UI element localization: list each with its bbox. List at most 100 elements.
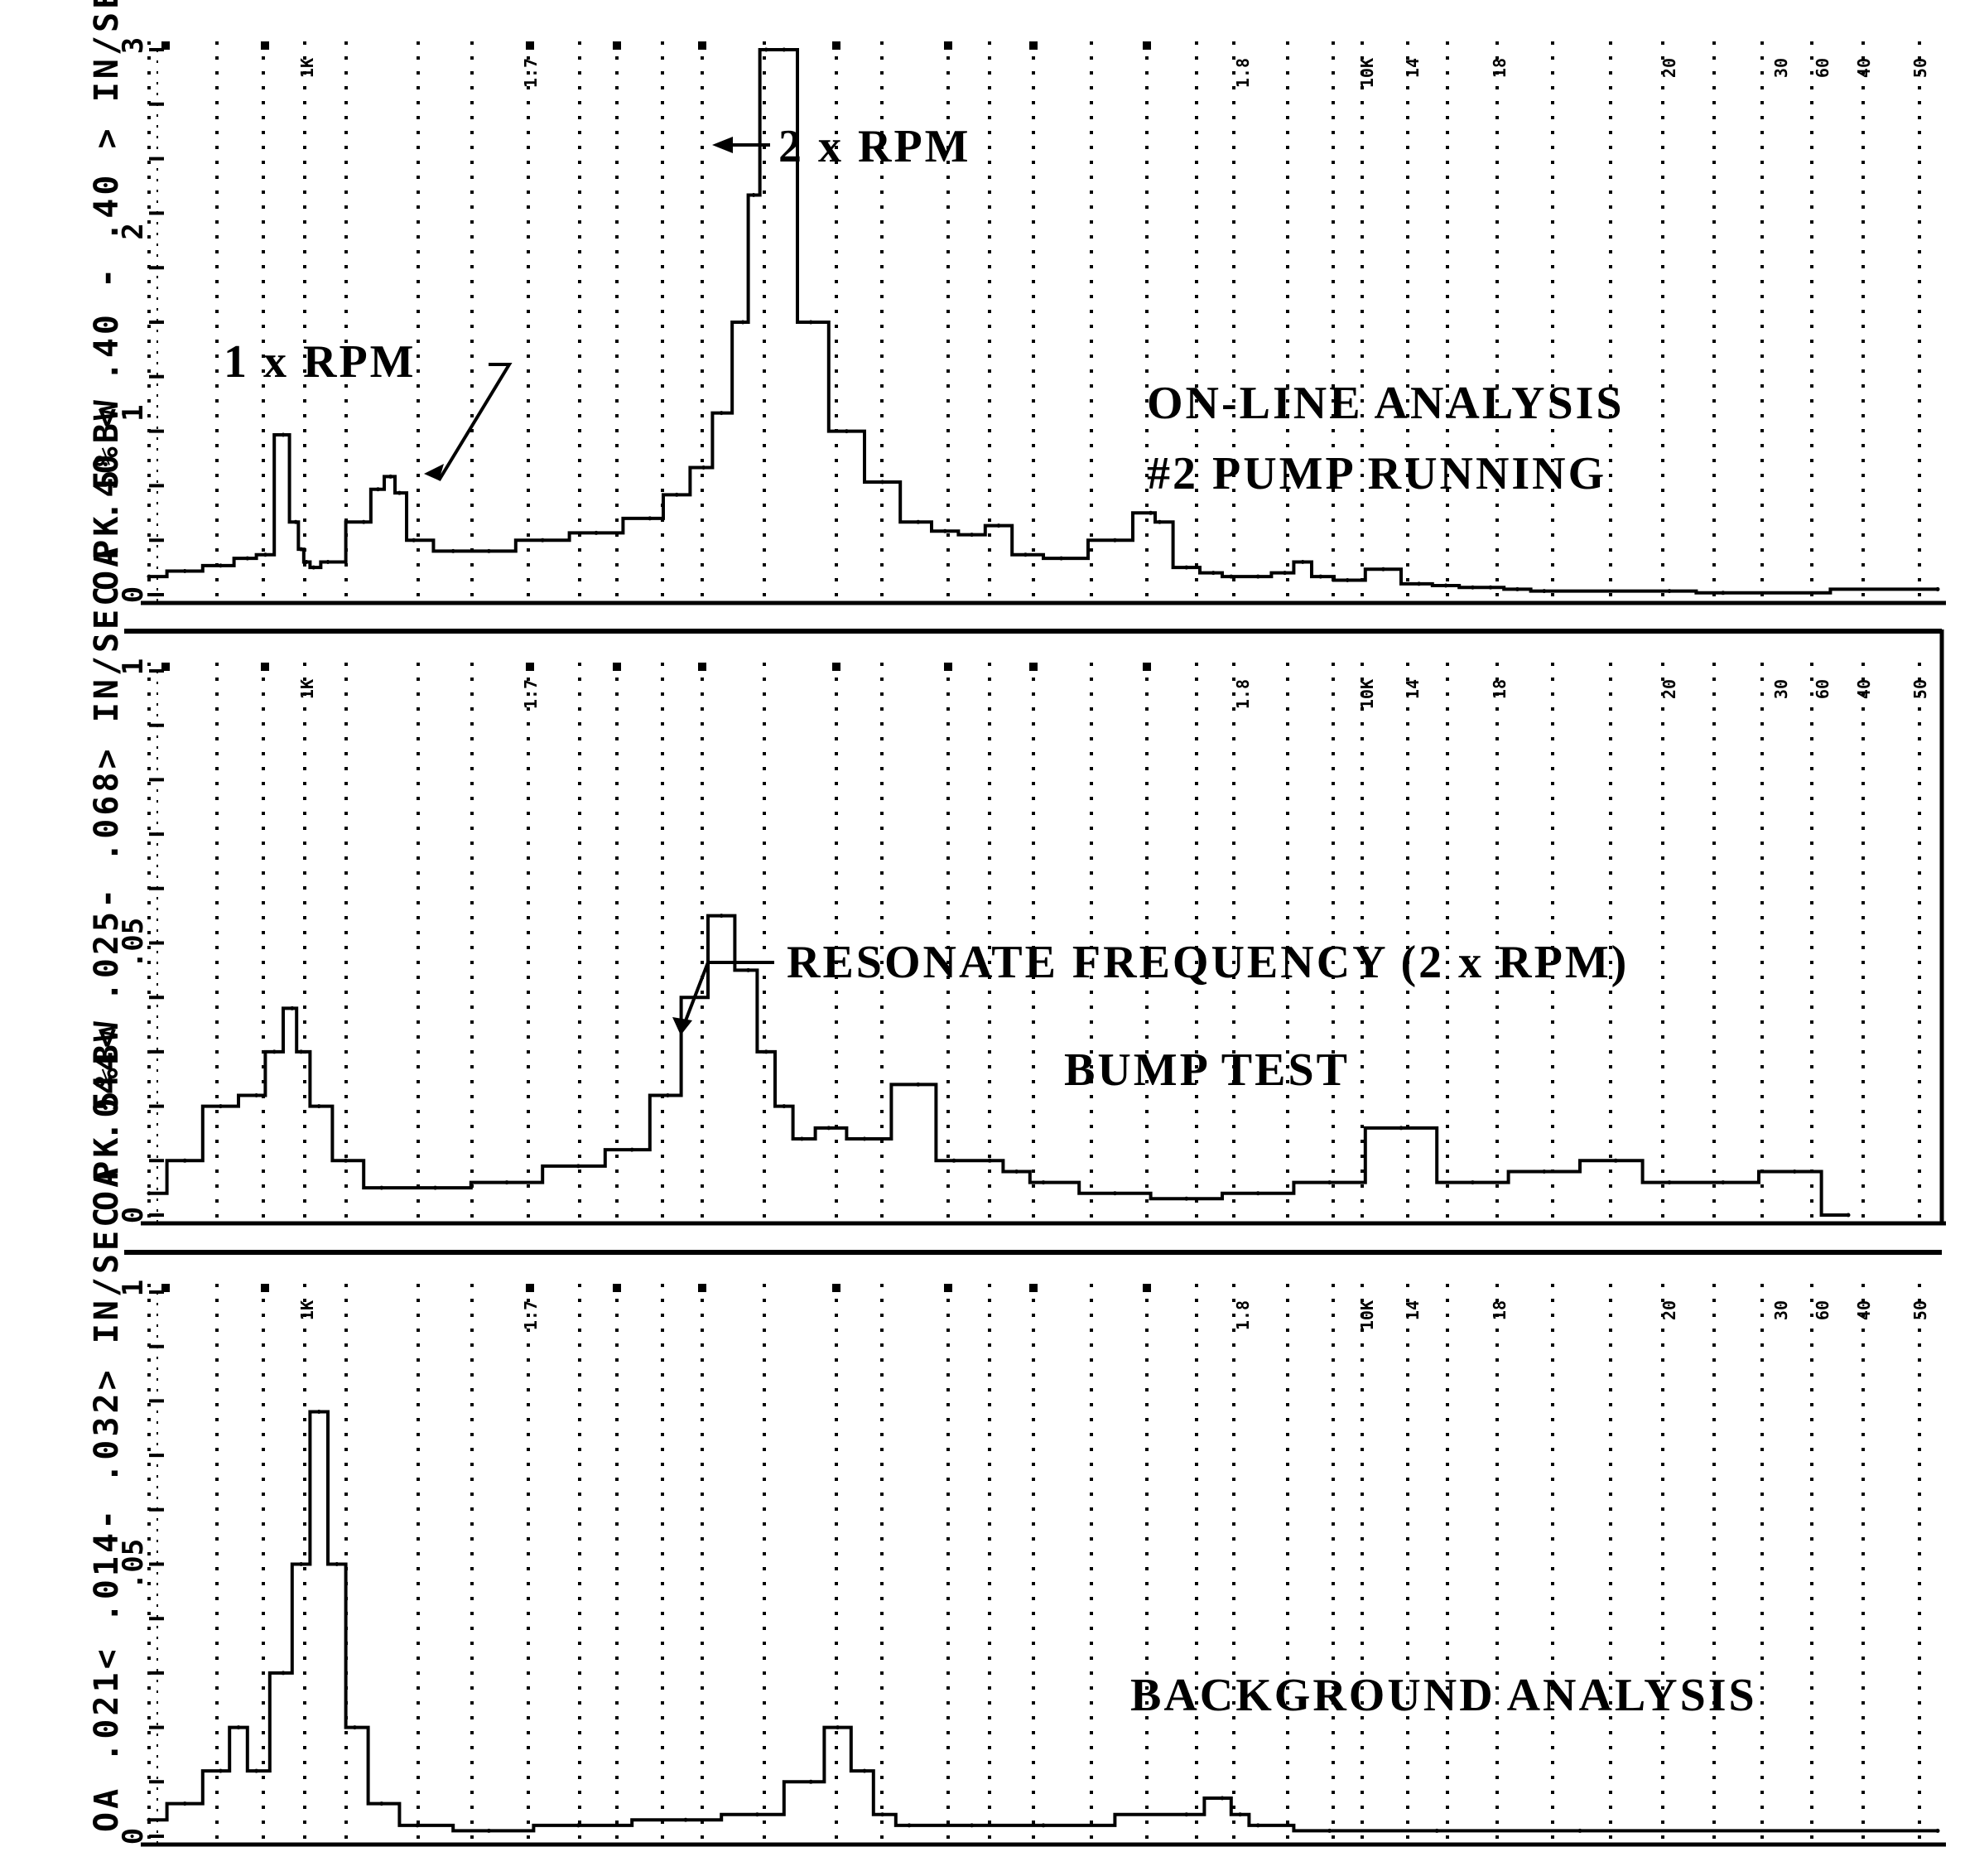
- data-point: [782, 1104, 787, 1109]
- y-axis-label: OA .021< .014- .032> IN/SEC PK 5%BW: [88, 1018, 126, 1832]
- data-point: [1721, 1180, 1726, 1185]
- data-point: [799, 1136, 804, 1141]
- arrow-head: [424, 464, 444, 480]
- x-tick-label: 50: [1910, 58, 1930, 78]
- panel-middle: 1K 1.7 1.8 10K 14 18 20 30 40 50 60 OA .044< .025- …: [88, 397, 1946, 1226]
- data-point: [433, 1185, 438, 1190]
- x-tick-label: 30: [1771, 1300, 1791, 1320]
- data-point: [1488, 585, 1493, 590]
- data-point: [218, 1768, 223, 1773]
- x-tick-label: 40: [1854, 679, 1874, 699]
- data-point: [1255, 1191, 1260, 1196]
- data-point: [1327, 1828, 1332, 1833]
- data-point: [701, 465, 706, 470]
- x-tick-label: 50: [1910, 679, 1930, 699]
- data-point: [361, 519, 366, 524]
- arrow-head: [672, 1017, 692, 1035]
- top-marker: [698, 41, 706, 50]
- data-point: [281, 432, 286, 437]
- data-point: [262, 552, 267, 557]
- data-point: [254, 1768, 259, 1773]
- x-tick-label: 1.7: [521, 1300, 541, 1330]
- annotation-label: 1 x RPM: [224, 336, 417, 388]
- top-marker: [613, 1284, 621, 1292]
- data-point: [316, 1104, 321, 1109]
- data-point: [412, 538, 417, 543]
- data-point: [415, 1823, 420, 1828]
- x-tick-label: 14: [1403, 679, 1423, 699]
- data-point: [1283, 571, 1288, 576]
- data-point: [844, 429, 849, 434]
- top-marker: [698, 1284, 706, 1292]
- data-point: [763, 47, 768, 52]
- data-point: [1059, 556, 1064, 561]
- x-tick-label: 20: [1659, 679, 1679, 699]
- data-point: [304, 560, 309, 565]
- y-tick-label: 1: [117, 1280, 150, 1296]
- data-point: [1255, 1823, 1260, 1828]
- data-point: [942, 528, 947, 533]
- panel-title: BUMP TEST: [1064, 1044, 1350, 1096]
- data-point: [344, 1158, 349, 1163]
- x-tick-label: 30: [1771, 679, 1791, 699]
- x-tick-label: 10K: [1357, 1300, 1377, 1330]
- data-point: [751, 192, 756, 197]
- top-marker: [161, 663, 170, 671]
- data-point: [1112, 1191, 1117, 1196]
- data-point: [629, 1147, 634, 1152]
- data-point: [397, 490, 402, 495]
- top-marker: [1029, 663, 1038, 671]
- data-point: [379, 1801, 384, 1806]
- data-point: [1935, 586, 1940, 591]
- x-tick-label: 1.8: [1233, 679, 1253, 709]
- data-point: [504, 1180, 509, 1185]
- data-point: [719, 914, 724, 919]
- data-point: [907, 1823, 912, 1828]
- data-point: [1399, 1126, 1404, 1131]
- data-point: [299, 1049, 304, 1054]
- data-point: [916, 1082, 921, 1087]
- y-axis-label: OA .40 < .40 - .40 > IN/SEC PK 5%BW: [88, 0, 126, 591]
- y-tick-label: 2: [117, 223, 150, 239]
- data-point: [1380, 567, 1385, 571]
- x-tick-label: 50: [1910, 1300, 1930, 1320]
- data-point: [450, 548, 455, 553]
- panels: 1K 1.7 1.8 10K 14 18 20 30 40 50 60 OA .40 < .40 - …: [88, 0, 1946, 1847]
- data-point: [352, 1725, 357, 1730]
- data-point: [683, 1817, 688, 1822]
- top-marker: [526, 663, 534, 671]
- data-point: [648, 516, 653, 521]
- x-tick-label: 60: [1813, 1300, 1833, 1320]
- x-tick-label: 20: [1659, 58, 1679, 78]
- data-point: [311, 565, 316, 570]
- data-point: [996, 523, 1001, 528]
- data-point: [951, 1158, 956, 1163]
- data-point: [1211, 571, 1216, 576]
- panel-bottom: 1K 1.7 1.8 10K 14 18 20 30 40 50 60 OA .021< .014- …: [88, 1018, 1946, 1847]
- data-point: [290, 1006, 295, 1010]
- x-tick-label: 18: [1490, 58, 1510, 78]
- data-point: [182, 1158, 187, 1163]
- data-point: [218, 563, 223, 568]
- data-point: [1667, 589, 1672, 594]
- data-point: [880, 480, 885, 485]
- x-tick-label: 1K: [297, 1300, 317, 1320]
- y-tick-label: .05: [117, 918, 150, 968]
- data-point: [1470, 1180, 1475, 1185]
- data-point: [836, 1725, 840, 1730]
- data-point: [746, 967, 751, 972]
- data-point: [808, 1779, 813, 1784]
- data-point: [782, 47, 787, 52]
- y-tick-label: .05: [117, 1539, 150, 1589]
- data-point: [1184, 565, 1189, 570]
- data-point: [1238, 1812, 1243, 1817]
- data-point: [147, 574, 152, 579]
- data-point: [826, 1126, 831, 1131]
- data-point: [1846, 1213, 1851, 1218]
- panel-title: ON-LINE ANALYSIS: [1147, 378, 1625, 429]
- data-point: [1300, 560, 1305, 565]
- data-point: [218, 1104, 223, 1109]
- annotation-arrow: [437, 363, 513, 482]
- data-point: [970, 1823, 975, 1828]
- top-marker: [944, 1284, 952, 1292]
